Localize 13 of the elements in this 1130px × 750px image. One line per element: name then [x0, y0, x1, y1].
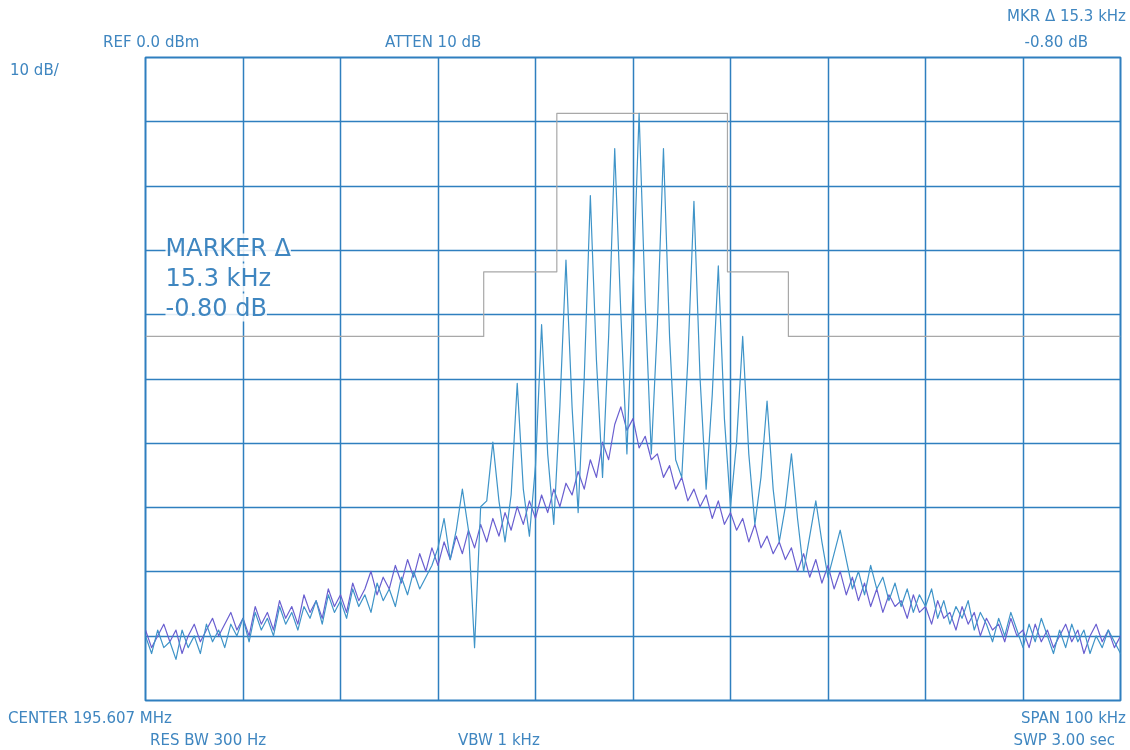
- text: REF 0.0 dBm: [103, 33, 200, 51]
- text: RES BW 300 Hz: [150, 731, 267, 749]
- annotation: -0.80 dB: [165, 293, 267, 322]
- text: VBW 1 kHz: [458, 731, 540, 749]
- text: SPAN 100 kHz: [1020, 709, 1126, 727]
- text: -0.80 dB: [1024, 33, 1088, 51]
- text: CENTER 195.607 MHz: [8, 709, 172, 727]
- annotation: MARKER Δ: [165, 233, 292, 262]
- text: MKR Δ 15.3 kHz: [1006, 7, 1126, 25]
- text: SWP 3.00 sec: [1013, 731, 1115, 749]
- text: ATTEN 10 dB: [385, 33, 482, 51]
- text: 10 dB/: [10, 61, 59, 79]
- annotation: 15.3 kHz: [165, 263, 272, 292]
